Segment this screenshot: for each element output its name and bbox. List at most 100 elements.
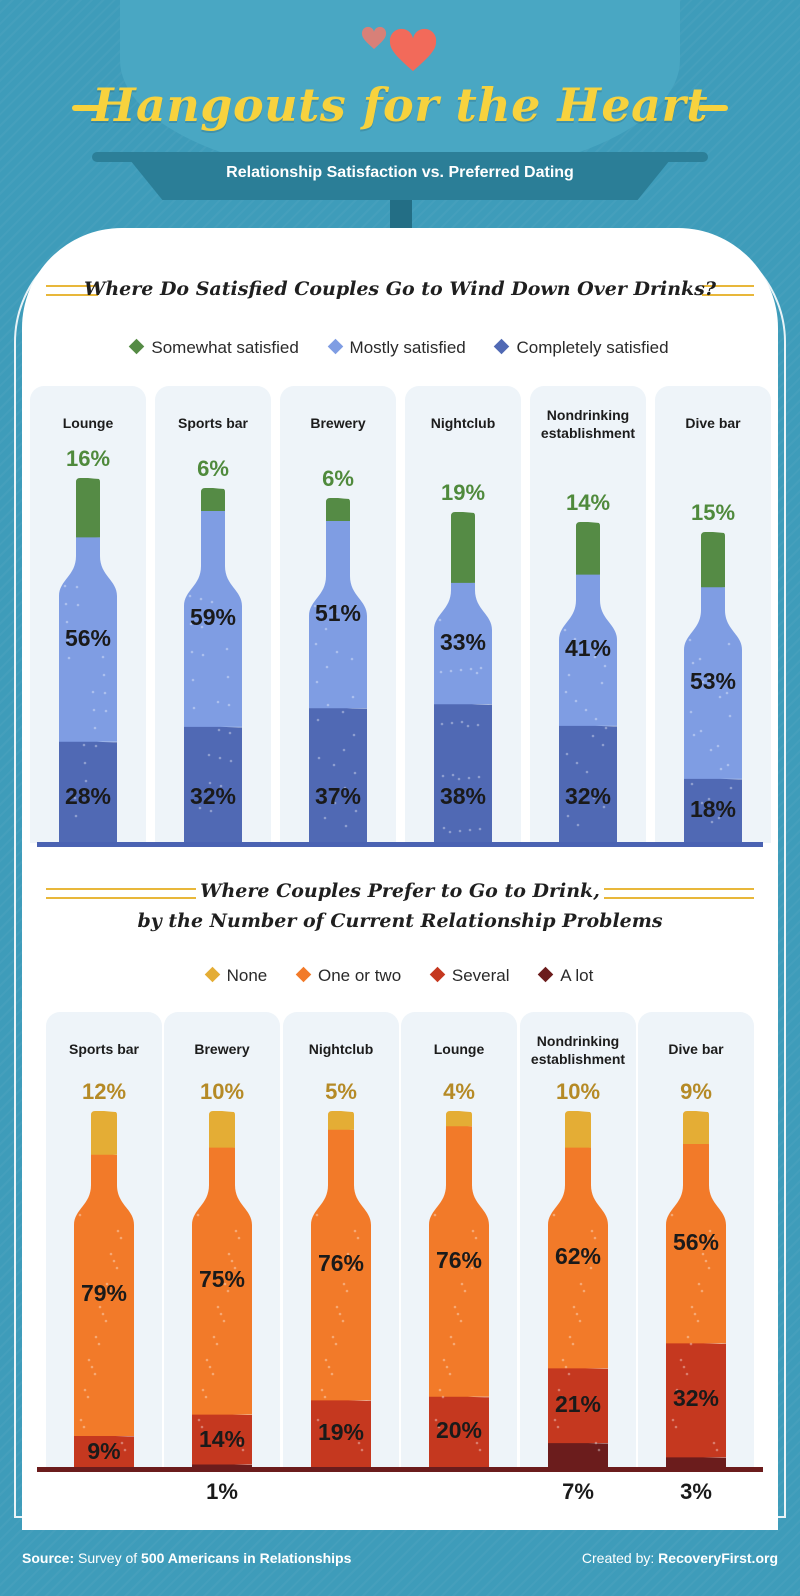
bubble (474, 1236, 478, 1240)
bubble (470, 1266, 474, 1270)
bottle-segment-one-or-two (311, 1125, 371, 1401)
value-label-top: 14% (565, 490, 611, 515)
credit-label: Created by: (581, 1550, 655, 1566)
bubble (441, 774, 445, 778)
legend-mostly-swatch (327, 338, 343, 355)
bubble (593, 1236, 597, 1240)
bubble (86, 1395, 90, 1399)
bubble (313, 604, 317, 608)
bubble (707, 797, 711, 801)
bottle-segment-several (192, 1410, 252, 1465)
bubble (476, 723, 480, 727)
bubble (448, 1372, 452, 1376)
bubble (74, 814, 78, 818)
bubble (449, 1335, 453, 1339)
value-label: 79% (80, 1280, 128, 1307)
value-label: 56% (672, 1228, 720, 1255)
value-label: 20% (435, 1417, 483, 1444)
bubble (708, 1229, 712, 1233)
bubble (92, 708, 96, 712)
bottle-segment-completely-satisfied (59, 737, 117, 843)
value-label-top: 19% (440, 480, 486, 505)
bubble (342, 1282, 346, 1286)
bubble (576, 823, 580, 827)
chart2-title-line1: Where Couples Prefer to Go to Drink, (200, 880, 600, 902)
value-label: 1% (206, 1479, 238, 1504)
value-label: 38% (439, 783, 487, 809)
value-label-top: 6% (322, 466, 354, 491)
bubble (216, 700, 220, 704)
bottle-segment-completely-satisfied (684, 774, 742, 843)
bubble (66, 638, 70, 642)
bubble (229, 759, 233, 763)
bubble (586, 1259, 590, 1263)
value-label: 32% (189, 783, 237, 809)
bubble (688, 638, 692, 642)
chart1-legend: Somewhat satisfied Mostly satisfied Comp… (0, 338, 800, 358)
bubble (563, 628, 567, 632)
bubble (238, 1441, 242, 1445)
bubble (97, 1342, 101, 1346)
bubble (335, 1305, 339, 1309)
bottle-segment-completely-satisfied (184, 722, 242, 843)
bottle-segment-mostly-satisfied (309, 517, 367, 709)
bubble (93, 726, 97, 730)
legend-label: One or two (318, 966, 402, 985)
credit-bold: RecoveryFirst.org (658, 1550, 778, 1566)
legend-item-several: Several (429, 966, 510, 986)
bubble (316, 718, 320, 722)
bubble (574, 699, 578, 703)
value-label: 21% (554, 1390, 602, 1417)
bubble (584, 708, 588, 712)
bubble (566, 814, 570, 818)
bottle-segment-mostly-satisfied (59, 533, 117, 742)
category-label: Nightclub (430, 415, 496, 431)
bubble (726, 763, 730, 767)
bottle-segment-one-or-two (666, 1140, 726, 1344)
bubble (553, 1418, 557, 1422)
bubble (469, 667, 473, 671)
bubble (729, 786, 733, 790)
bubble (434, 1418, 438, 1422)
bottle-segment-several (311, 1396, 371, 1467)
bubble (319, 1425, 323, 1429)
bubble (207, 753, 211, 757)
bubble (449, 669, 453, 673)
value-label: 28% (64, 783, 112, 809)
value-label: 75% (198, 1266, 246, 1293)
bubble (91, 690, 95, 694)
bottle-segment-mostly-satisfied (184, 506, 242, 727)
bubble (351, 695, 355, 699)
bubble (335, 650, 339, 654)
category-label: Nondrinking establishment (540, 407, 636, 441)
credit-note: Created by: RecoveryFirst.org (582, 1550, 778, 1566)
bubble (343, 786, 347, 790)
bubble (682, 1365, 686, 1369)
source-bold: 500 Americans in Relationships (141, 1550, 352, 1566)
bubble (675, 1388, 679, 1392)
title-deco-left (46, 285, 98, 296)
value-label: 32% (564, 783, 612, 809)
value-label: 9% (87, 1437, 121, 1464)
bottle-segment-one-or-two (74, 1150, 134, 1436)
bottle-segment-one-or-two (429, 1122, 489, 1397)
bubble (477, 775, 481, 779)
value-label: 59% (189, 603, 237, 630)
bottle-segment-a-lot (548, 1439, 608, 1467)
bubble (690, 1305, 694, 1309)
bubble (191, 678, 195, 682)
bubble (556, 1425, 560, 1429)
legend-item-completely: Completely satisfied (494, 338, 669, 358)
chart1-title: Where Do Satisfied Couples Go to Wind Do… (83, 278, 717, 300)
value-label: 37% (314, 783, 362, 809)
bubble (701, 1252, 705, 1256)
bubble (230, 1259, 234, 1263)
bubble (324, 1358, 328, 1362)
source-label: Source: (22, 1550, 75, 1566)
bubble (451, 773, 455, 777)
bubble (188, 594, 192, 598)
bubble (603, 664, 607, 668)
legend-item-a-lot: A lot (537, 966, 593, 986)
bottle-segment-none (666, 1111, 726, 1145)
bubble (442, 1358, 446, 1362)
